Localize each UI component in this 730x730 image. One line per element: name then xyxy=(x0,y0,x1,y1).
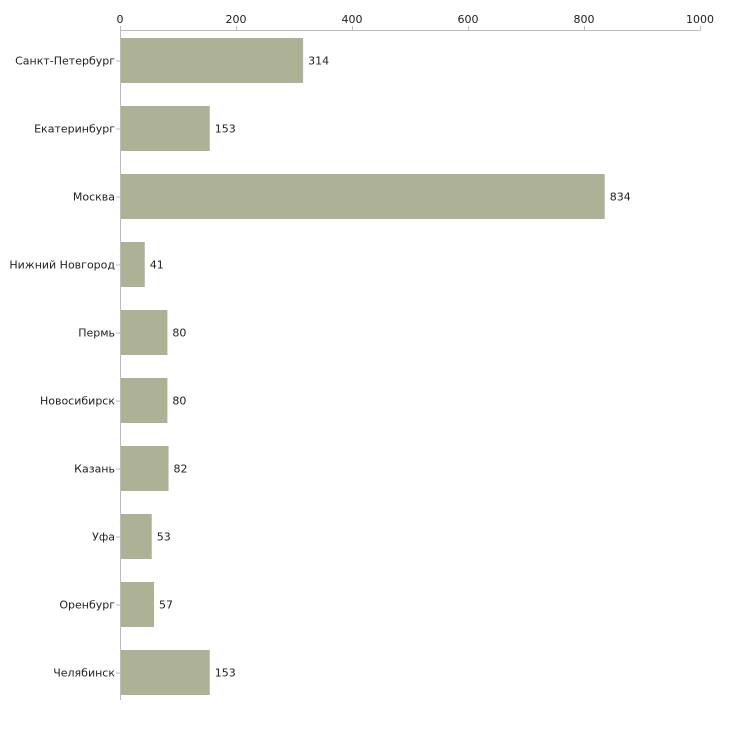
bar-value-label: 314 xyxy=(308,55,329,68)
bar xyxy=(121,514,152,559)
bar xyxy=(121,310,168,355)
bar-value-label: 153 xyxy=(215,123,236,136)
category-label: Москва xyxy=(73,191,115,204)
bar xyxy=(121,582,155,627)
category-label: Оренбург xyxy=(59,599,115,612)
bar xyxy=(121,378,168,423)
bars-group: 314 153 834 41 80 80 82 53 57 153 xyxy=(121,38,631,695)
category-label: Нижний Новгород xyxy=(9,259,115,272)
category-label: Челябинск xyxy=(53,667,115,680)
category-label: Новосибирск xyxy=(40,395,115,408)
bar-value-label: 41 xyxy=(150,259,164,272)
category-label: Екатеринбург xyxy=(34,123,115,136)
bar xyxy=(121,38,304,83)
bar-value-label: 53 xyxy=(157,531,171,544)
bar xyxy=(121,174,605,219)
category-label: Пермь xyxy=(78,327,115,340)
bar xyxy=(121,106,210,151)
bar xyxy=(121,650,210,695)
x-tick-label: 800 xyxy=(574,13,595,26)
x-tick-label: 400 xyxy=(342,13,363,26)
bar-value-label: 153 xyxy=(215,667,236,680)
bar xyxy=(121,446,169,491)
x-axis: 0 200 400 600 800 1000 xyxy=(117,13,714,31)
bar-value-label: 834 xyxy=(610,191,631,204)
bar-value-label: 82 xyxy=(174,463,188,476)
category-label: Казань xyxy=(74,463,115,476)
x-tick-label: 0 xyxy=(117,13,124,26)
category-label: Уфа xyxy=(92,531,115,544)
x-tick-label: 200 xyxy=(226,13,247,26)
bar-value-label: 80 xyxy=(172,327,186,340)
category-label: Санкт-Петербург xyxy=(15,55,115,68)
x-tick-label: 600 xyxy=(458,13,479,26)
bar-value-label: 80 xyxy=(172,395,186,408)
bar-value-label: 57 xyxy=(159,599,173,612)
bar xyxy=(121,242,145,287)
x-tick-label: 1000 xyxy=(686,13,714,26)
category-axis: Санкт-Петербург Екатеринбург Москва Нижний … xyxy=(9,55,121,680)
